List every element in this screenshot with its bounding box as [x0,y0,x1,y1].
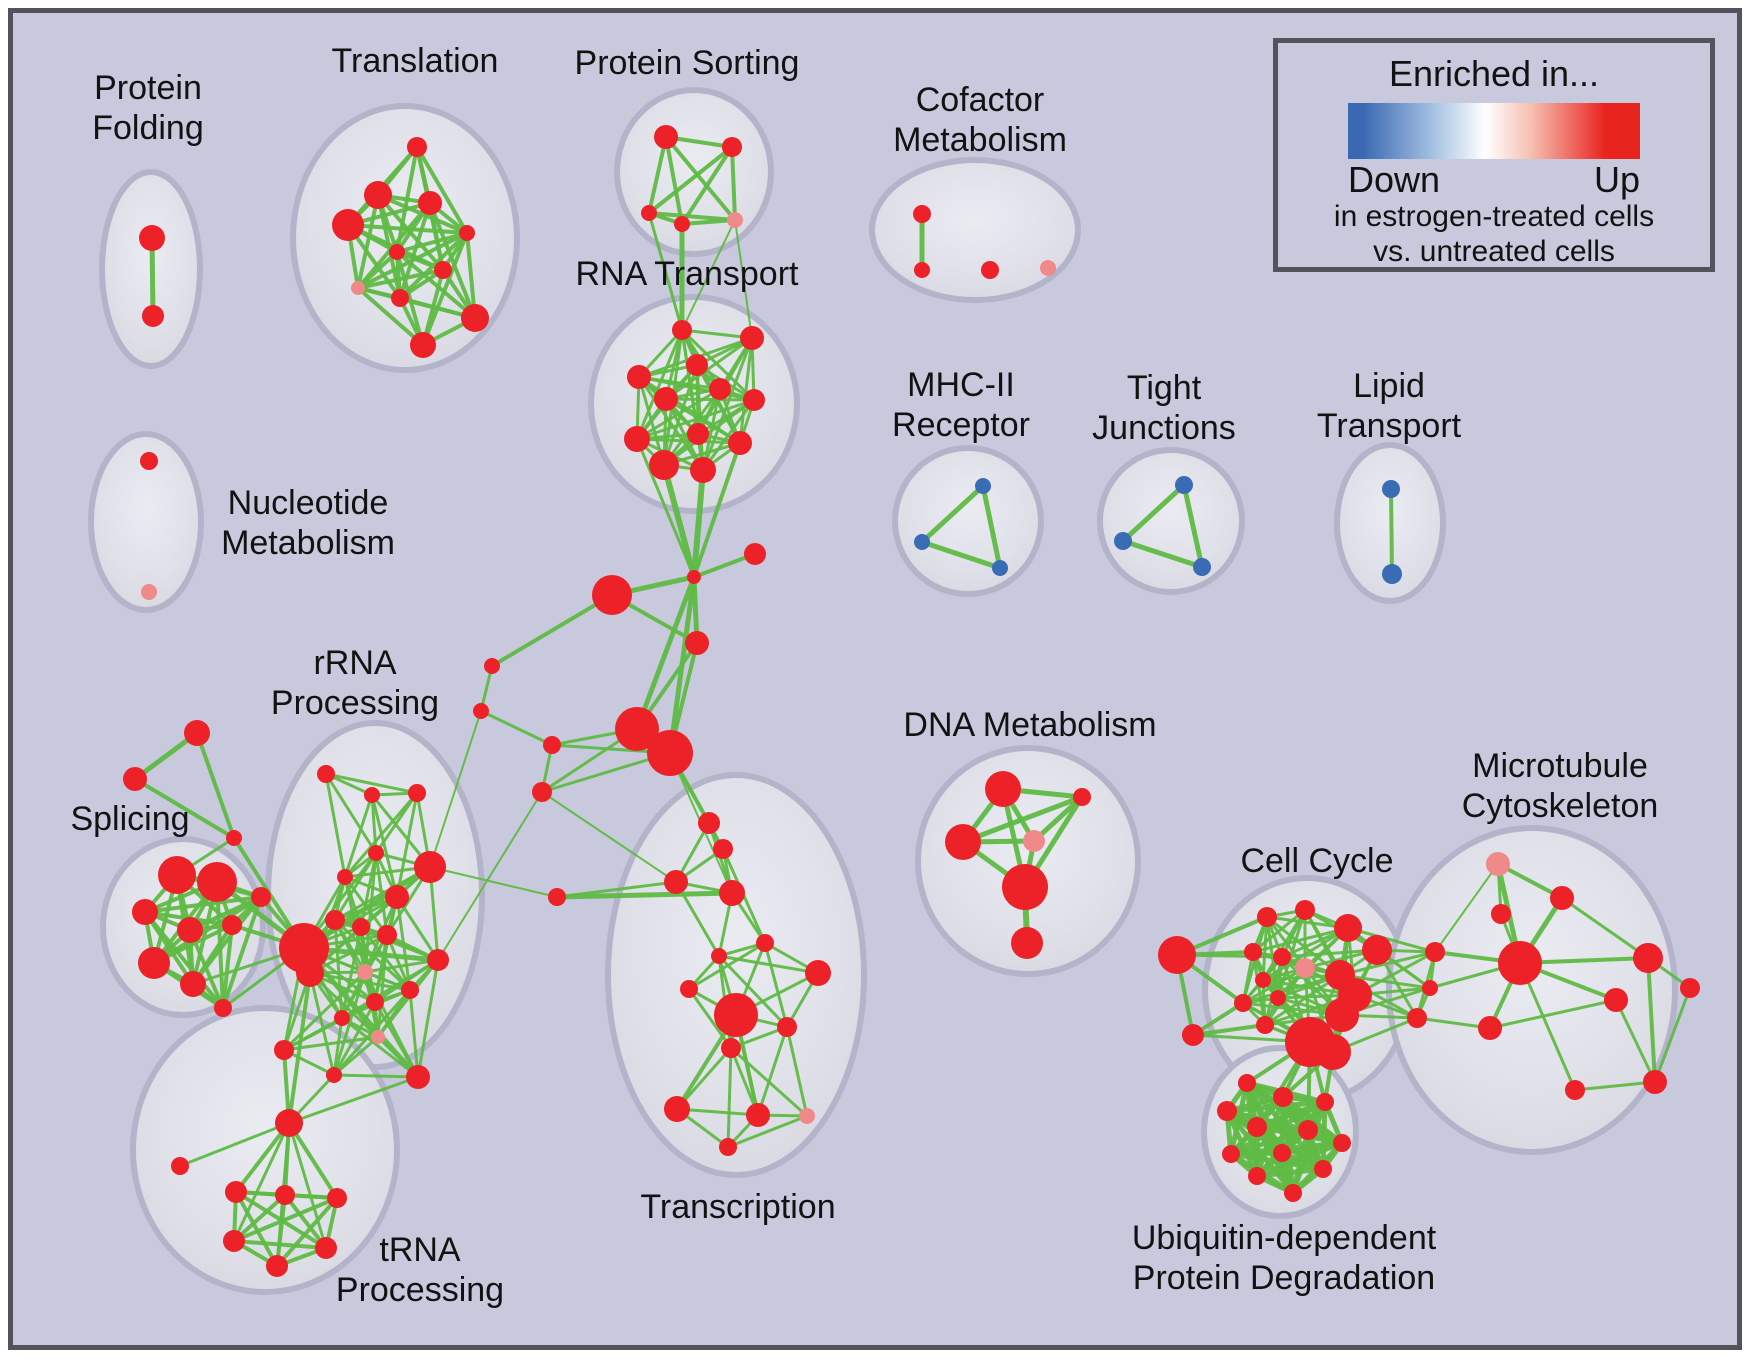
legend-down-label: Down [1348,159,1441,200]
legend-title: Enriched in... [1388,53,1600,94]
legend-caption-line2: vs. untreated cells [1373,235,1615,268]
legend-up-label: Up [1593,159,1640,200]
legend-gradient-bar [1348,103,1640,159]
legend-caption-line1: in estrogen-treated cells [1333,200,1655,233]
legend: Enriched in... Down Up in estrogen-treat… [1273,38,1715,272]
